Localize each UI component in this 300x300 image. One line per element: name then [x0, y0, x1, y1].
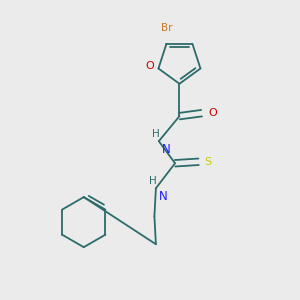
Text: S: S [205, 157, 212, 167]
Text: H: H [152, 129, 160, 139]
Text: H: H [149, 176, 157, 186]
Text: O: O [208, 108, 217, 118]
Text: Br: Br [161, 23, 172, 34]
Text: N: N [159, 190, 168, 203]
Text: O: O [146, 61, 154, 71]
Text: N: N [162, 142, 170, 156]
